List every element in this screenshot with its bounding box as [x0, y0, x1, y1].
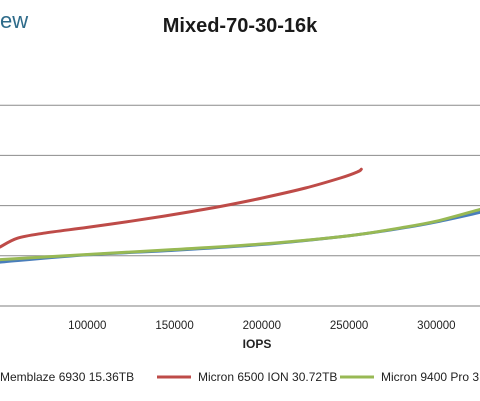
series-line-2	[0, 167, 363, 249]
x-tick-label: 200000	[243, 320, 281, 332]
series-lines	[0, 167, 480, 264]
x-tick-label: 300000	[417, 320, 455, 332]
x-tick-label: 100000	[68, 320, 106, 332]
legend-label-1: Memblaze 6930 15.36TB	[0, 370, 134, 384]
x-axis-title: IOPS	[243, 337, 272, 351]
x-tick-label: 250000	[330, 320, 368, 332]
x-tick-label: 150000	[155, 320, 193, 332]
chart-title: Mixed-70-30-16k	[163, 15, 318, 37]
legend: Memblaze 6930 15.36TB Micron 6500 ION 30.…	[0, 370, 479, 384]
legend-label-2: Micron 6500 ION 30.72TB	[198, 370, 337, 384]
logo-text: ew	[0, 8, 28, 33]
series-line-3	[0, 207, 480, 262]
x-axis-ticks: 100000 150000 200000 250000 300000	[68, 320, 455, 332]
gridlines	[0, 104, 480, 257]
legend-label-3: Micron 9400 Pro 3	[381, 370, 479, 384]
